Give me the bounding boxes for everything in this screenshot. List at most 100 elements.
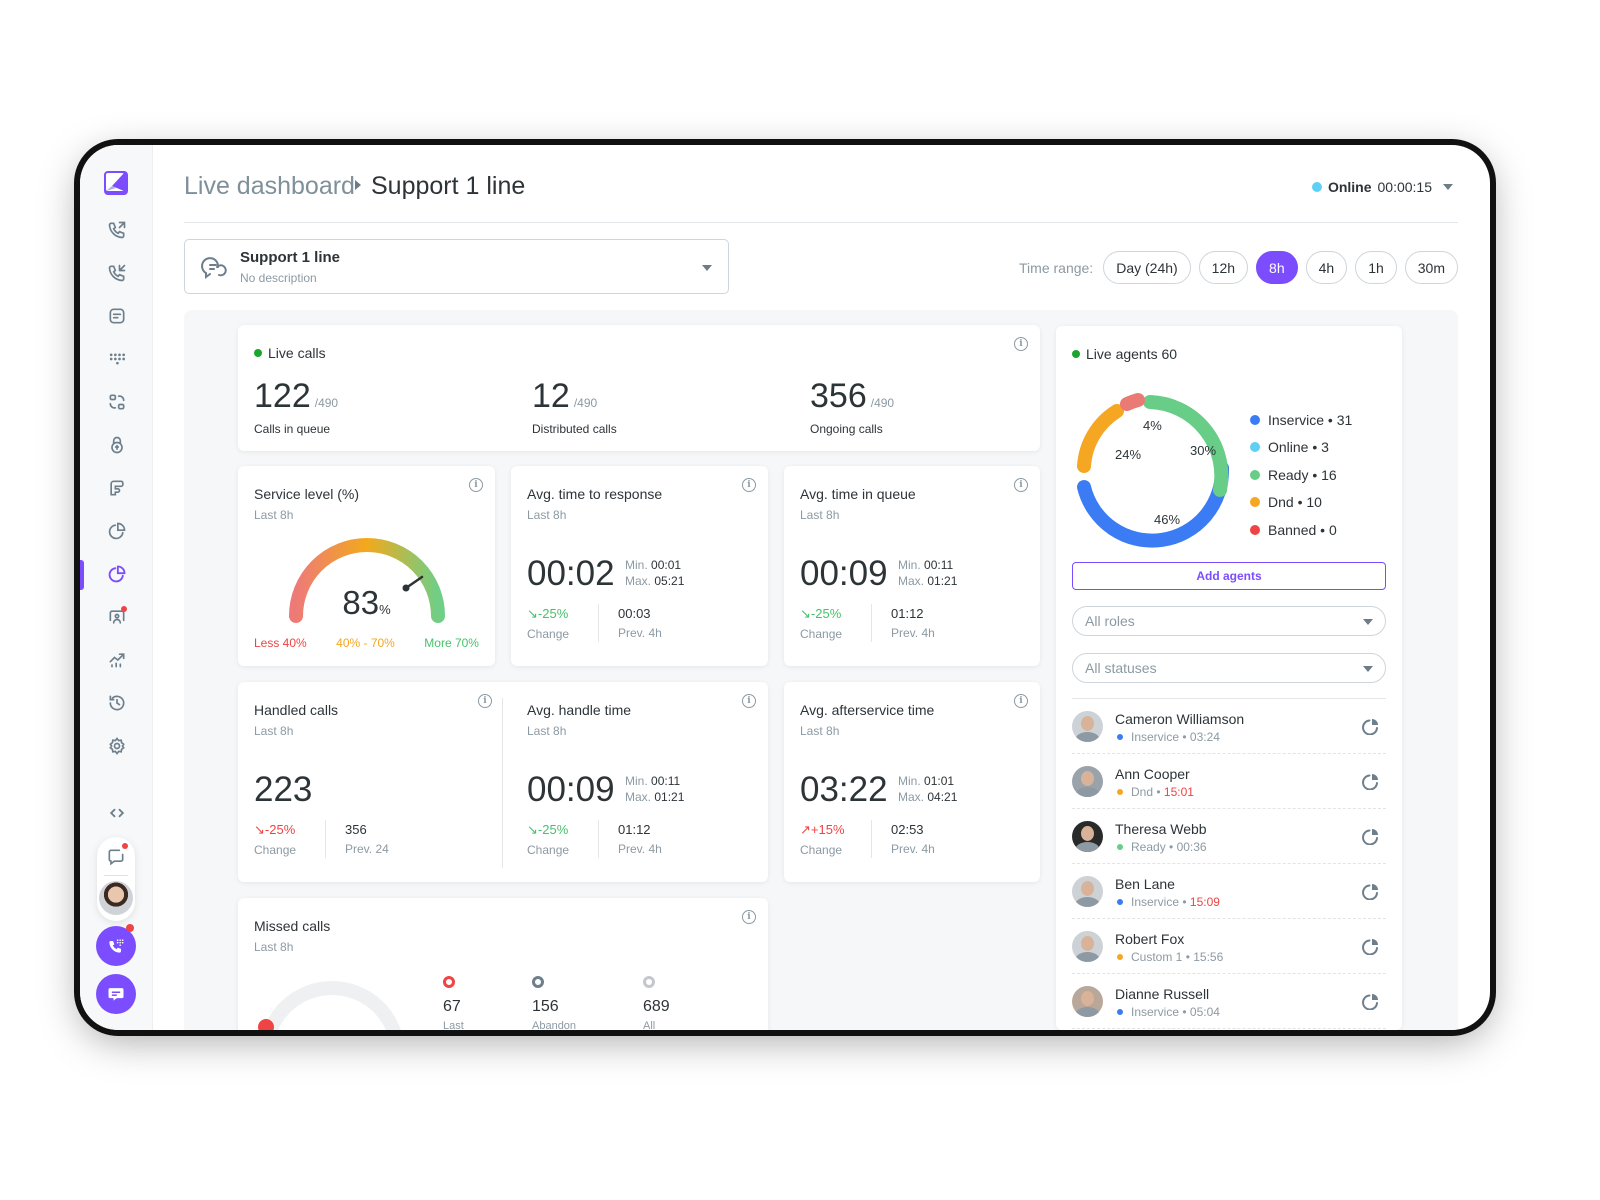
avg-afterservice-time-card: Avg. afterservice time Last 8h i 03:22 M… <box>784 682 1040 882</box>
phone-outgoing-icon <box>108 221 125 239</box>
legend-ring <box>443 976 455 988</box>
avatar <box>1072 931 1103 962</box>
agent-row[interactable]: Ben Lane Inservice • 15:09 <box>1072 864 1386 919</box>
min-max: Min. 00:11 Max. 01:21 <box>898 558 958 588</box>
missed-last: 67 Last <box>443 976 464 1030</box>
queue-select[interactable]: Support 1 line No description <box>184 239 729 294</box>
legend-dnd: Dnd • 10 <box>1250 489 1352 517</box>
softphone-button[interactable] <box>96 924 136 966</box>
sidebar-item-integrations[interactable] <box>80 384 153 420</box>
time-range-1h[interactable]: 1h <box>1355 251 1397 284</box>
time-range-selector: Time range: Day (24h) 12h 8h 4h 1h 30m <box>1019 251 1458 284</box>
time-range-day[interactable]: Day (24h) <box>1103 251 1191 284</box>
app-window: Live dashboard Support 1 line Online 00:… <box>80 145 1490 1030</box>
notification-badge <box>126 924 134 932</box>
breadcrumb-root[interactable]: Live dashboard <box>184 172 355 200</box>
card-title: Missed calls <box>254 918 331 934</box>
agent-row[interactable]: Dianne Russell Inservice • 05:04 <box>1072 974 1386 1029</box>
collapse-sidebar-button[interactable] <box>80 795 153 831</box>
missed-calls-gauge <box>258 981 401 1030</box>
sidebar-item-dialpad[interactable] <box>80 341 153 377</box>
sidebar-item-reports[interactable] <box>80 513 153 549</box>
user-avatar[interactable] <box>99 881 133 915</box>
handled-calls-card: Handled calls Last 8h i 223 ↘-25% Change … <box>238 682 768 882</box>
agent-row[interactable]: Robert Fox Custom 1 • 15:56 <box>1072 919 1386 974</box>
avatar <box>1072 986 1103 1017</box>
chevron-down-icon <box>1363 666 1373 672</box>
time-range-8h[interactable]: 8h <box>1256 251 1298 284</box>
info-icon[interactable]: i <box>469 478 483 492</box>
min-max: Min. 00:01 Max. 05:21 <box>625 558 685 588</box>
info-icon[interactable]: i <box>478 694 492 708</box>
change: ↘-25% Change <box>254 822 297 857</box>
card-title: Avg. handle time <box>527 702 632 718</box>
sidebar-item-outgoing-calls[interactable] <box>80 212 153 248</box>
queue-chat-icon <box>201 257 227 279</box>
app-logo-icon[interactable] <box>102 169 130 197</box>
legend-online: Online • 3 <box>1250 434 1352 462</box>
sidebar-item-agents[interactable] <box>80 599 153 635</box>
agents-donut-chart: 46% 30% 24% 4% <box>1077 393 1230 548</box>
time-range-12h[interactable]: 12h <box>1198 251 1249 284</box>
metric-calls-in-queue: 122/490 Calls in queue <box>254 377 339 436</box>
card-title: Avg. time in queue <box>800 486 916 502</box>
chat-bubble-icon <box>108 988 124 1001</box>
sidebar-item-settings[interactable] <box>80 728 153 764</box>
avg-handle-time-section: Avg. handle time Last 8h i 00:09 Min. 00… <box>511 682 768 882</box>
card-subtitle: Last 8h <box>800 508 840 522</box>
divider <box>502 698 503 868</box>
roles-filter-select[interactable]: All roles <box>1072 606 1386 636</box>
sidebar-item-live-dashboard[interactable] <box>80 556 153 592</box>
lock-icon <box>110 436 123 454</box>
info-icon[interactable]: i <box>1014 478 1028 492</box>
add-agents-button[interactable]: Add agents <box>1072 562 1386 590</box>
sidebar-item-incoming-calls[interactable] <box>80 255 153 291</box>
card-title: Handled calls <box>254 702 339 718</box>
sidebar-item-forms[interactable] <box>80 470 153 506</box>
info-icon[interactable]: i <box>742 478 756 492</box>
agent-status-dropdown[interactable]: Online 00:00:15 <box>1311 179 1453 195</box>
chat-button[interactable] <box>96 974 136 1014</box>
info-icon[interactable]: i <box>1014 694 1028 708</box>
card-title: Live agents 60 <box>1072 346 1177 362</box>
live-calls-card: Live calls i 122/490 Calls in queue 12/4… <box>238 325 1040 451</box>
time-range-4h[interactable]: 4h <box>1305 251 1348 284</box>
sidebar-item-analytics[interactable] <box>80 642 153 678</box>
service-level-gauge <box>289 538 445 623</box>
page-title: Support 1 line <box>371 172 526 200</box>
live-indicator-dot <box>254 349 262 357</box>
statuses-filter-select[interactable]: All statuses <box>1072 653 1386 683</box>
agent-stats-pie-icon[interactable] <box>1362 937 1380 955</box>
agent-stats-pie-icon[interactable] <box>1362 827 1380 845</box>
avatar <box>1072 766 1103 797</box>
agent-row[interactable]: Ann Cooper Dnd • 15:01 <box>1072 754 1386 809</box>
card-title: Avg. time to response <box>527 486 663 502</box>
dashboard-content: Live calls i 122/490 Calls in queue 12/4… <box>184 310 1458 1030</box>
change: ↘-25% Change <box>800 606 843 641</box>
info-icon[interactable]: i <box>1014 337 1028 351</box>
avatar <box>1072 821 1103 852</box>
trending-up-icon <box>109 653 124 668</box>
queue-description: No description <box>240 271 317 285</box>
legend-ready: Ready • 16 <box>1250 461 1352 489</box>
sidebar <box>80 145 153 1030</box>
agent-stats-pie-icon[interactable] <box>1362 772 1380 790</box>
card-title: Avg. afterservice time <box>800 702 935 718</box>
sidebar-item-messages[interactable] <box>80 298 153 334</box>
chat-notification-icon[interactable] <box>106 847 126 867</box>
info-icon[interactable]: i <box>742 694 756 708</box>
agent-stats-pie-icon[interactable] <box>1362 992 1380 1010</box>
time-range-30m[interactable]: 30m <box>1404 251 1458 284</box>
legend-banned: Banned • 0 <box>1250 516 1352 544</box>
agent-row[interactable]: Cameron Williamson Inservice • 03:24 <box>1072 699 1386 754</box>
divider <box>871 820 872 858</box>
divider <box>871 604 872 642</box>
info-icon[interactable]: i <box>742 910 756 924</box>
agent-stats-pie-icon[interactable] <box>1362 882 1380 900</box>
sidebar-item-history[interactable] <box>80 685 153 721</box>
legend-ring <box>532 976 544 988</box>
agent-row[interactable]: Theresa Webb Ready • 00:36 <box>1072 809 1386 864</box>
agent-stats-pie-icon[interactable] <box>1362 717 1380 735</box>
integrations-icon <box>109 394 124 410</box>
sidebar-item-security[interactable] <box>80 427 153 463</box>
